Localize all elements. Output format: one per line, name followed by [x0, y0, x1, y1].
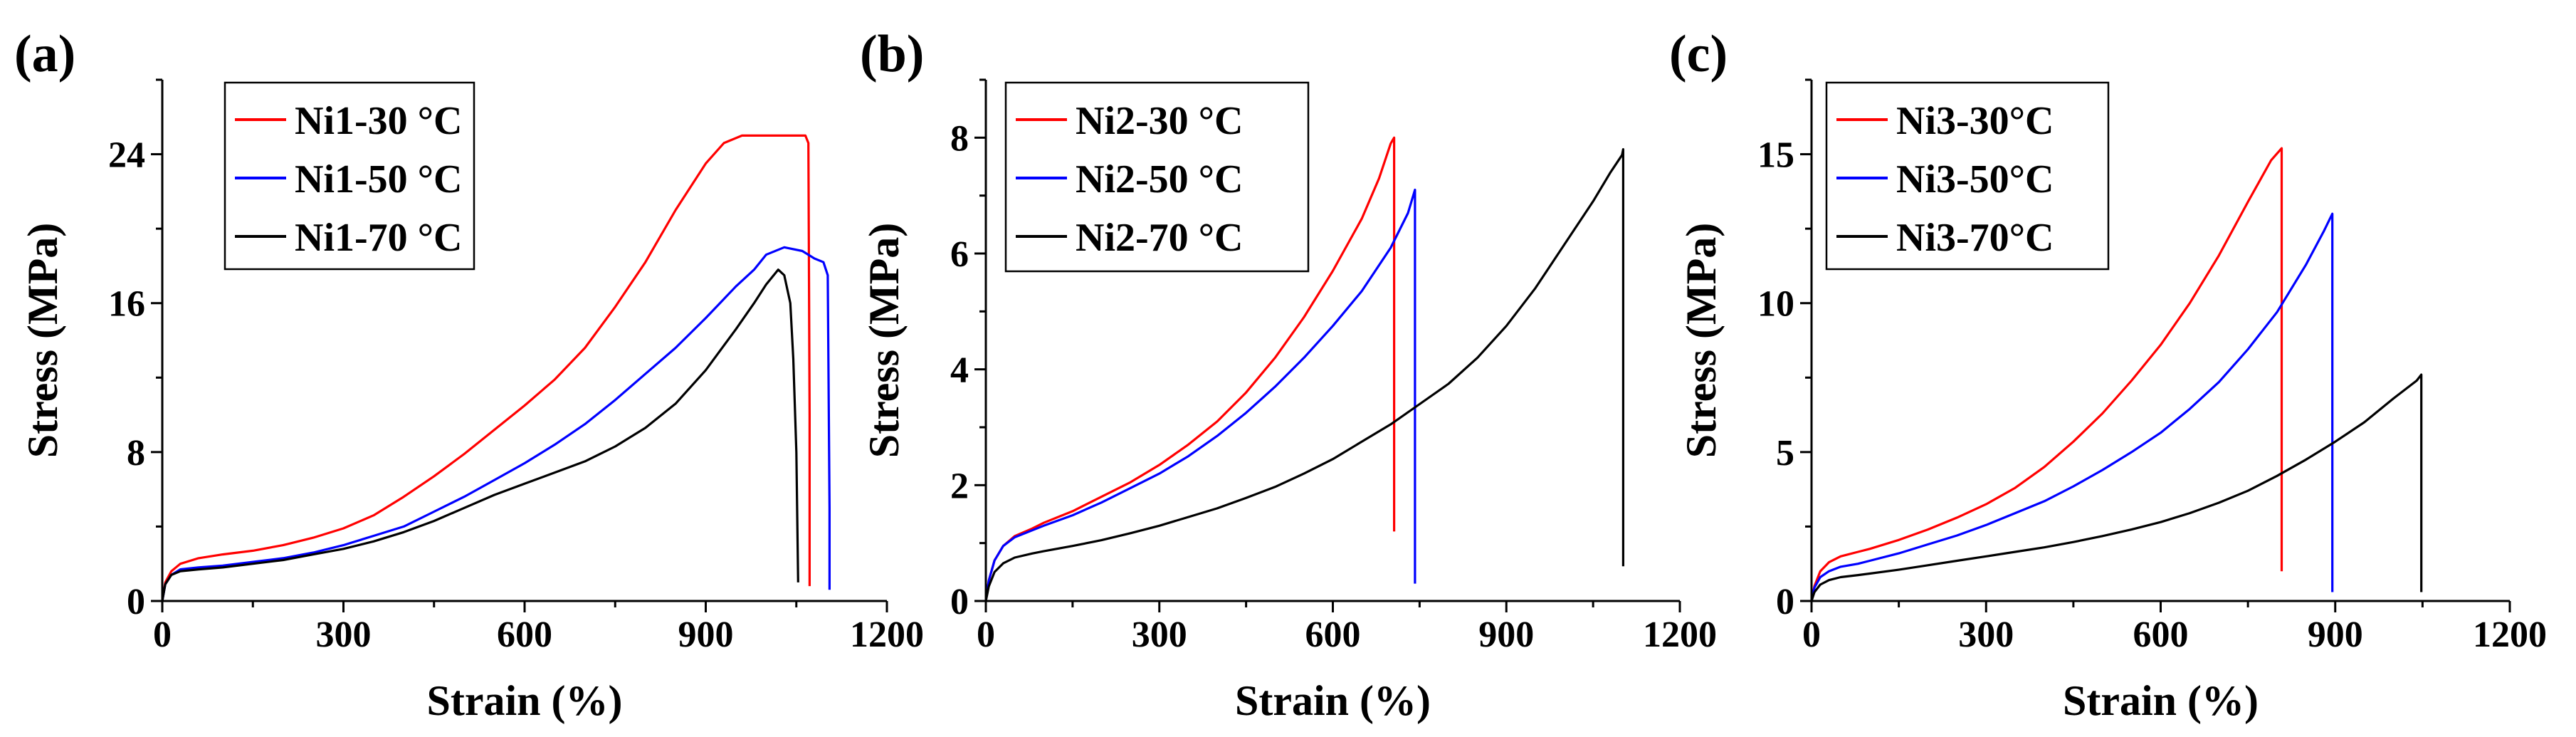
x-tick-label: 600	[1305, 615, 1361, 655]
y-tick-label: 6	[950, 234, 969, 275]
legend: Ni1-30 °C Ni1-50 °C Ni1-70 °C	[224, 81, 475, 271]
series-line-2	[161, 246, 831, 602]
x-axis-label: Strain (%)	[427, 677, 623, 724]
series-line-1	[1810, 147, 2283, 602]
x-tick-label: 900	[678, 615, 734, 655]
y-tick-label: 8	[950, 118, 969, 159]
y-tick-label: 0	[127, 582, 145, 622]
legend-label: Ni3-30°C	[1896, 99, 2054, 143]
legend: Ni3-30°C Ni3-50°C Ni3-70°C	[1825, 81, 2110, 271]
legend-label: Ni1-30 °C	[295, 99, 462, 143]
series-line-2	[1810, 212, 2334, 602]
x-tick-label: 300	[1132, 615, 1187, 655]
x-tick-label: 900	[1478, 615, 1534, 655]
panel-label: (a)	[14, 25, 75, 83]
y-tick-label: 15	[1757, 135, 1794, 176]
series-line-3	[1810, 373, 2423, 602]
legend-label: Ni1-70 °C	[295, 216, 462, 260]
legend-label: Ni2-70 °C	[1076, 216, 1243, 260]
y-tick-label: 24	[108, 135, 145, 176]
x-axis-label: Strain (%)	[2063, 677, 2259, 724]
legend-label: Ni1-50 °C	[295, 157, 462, 202]
x-tick-label: 600	[497, 615, 552, 655]
series-line-3	[984, 148, 1624, 602]
x-axis-label: Strain (%)	[1235, 677, 1431, 724]
y-tick-label: 16	[108, 284, 145, 325]
x-tick-label: 300	[316, 615, 372, 655]
legend-box	[1825, 81, 2110, 271]
x-tick-label: 900	[2308, 615, 2363, 655]
y-tick-label: 2	[950, 466, 969, 506]
legend-label: Ni3-50°C	[1896, 157, 2054, 202]
legend-label: Ni3-70°C	[1896, 216, 2054, 260]
legend-box	[224, 81, 475, 271]
legend: Ni2-30 °C Ni2-50 °C Ni2-70 °C	[1004, 81, 1310, 273]
panel-label: (b)	[860, 25, 924, 83]
legend-label: Ni2-50 °C	[1076, 157, 1243, 202]
x-tick-label: 300	[1958, 615, 2014, 655]
x-tick-label: 1200	[1643, 615, 1717, 655]
x-tick-label: 1200	[2473, 615, 2547, 655]
y-tick-label: 0	[1776, 582, 1794, 622]
x-tick-label: 600	[2133, 615, 2189, 655]
legend-label: Ni2-30 °C	[1076, 99, 1243, 143]
panel-label: (c)	[1669, 25, 1728, 83]
y-axis-label: Stress (MPa)	[1678, 223, 1725, 458]
series-line-2	[984, 188, 1416, 602]
series-line-1	[161, 134, 811, 602]
x-tick-label: 1200	[850, 615, 924, 655]
y-tick-label: 10	[1757, 284, 1794, 325]
x-tick-label: 0	[977, 615, 995, 655]
y-axis-label: Stress (MPa)	[19, 223, 66, 458]
x-tick-label: 0	[1802, 615, 1821, 655]
y-tick-label: 0	[950, 582, 969, 622]
chart-panel-a: 0 300 600 900 1200 0 8 16 24 Strain (%) Stress (MP…	[14, 25, 924, 724]
chart-panel-c: 0 300 600 900 1200 0 5 10 15 Strain (%) Stress (MP…	[1669, 25, 2547, 724]
y-tick-label: 4	[950, 350, 969, 391]
y-tick-label: 8	[127, 433, 145, 474]
series-line-3	[161, 268, 799, 602]
chart-panel-b: 0 300 600 900 1200 0 2 4 6 8 Strain (%) Stress (MPa…	[860, 25, 1717, 724]
y-axis-label: Stress (MPa)	[861, 223, 908, 458]
x-tick-label: 0	[153, 615, 172, 655]
y-tick-label: 5	[1776, 433, 1794, 474]
